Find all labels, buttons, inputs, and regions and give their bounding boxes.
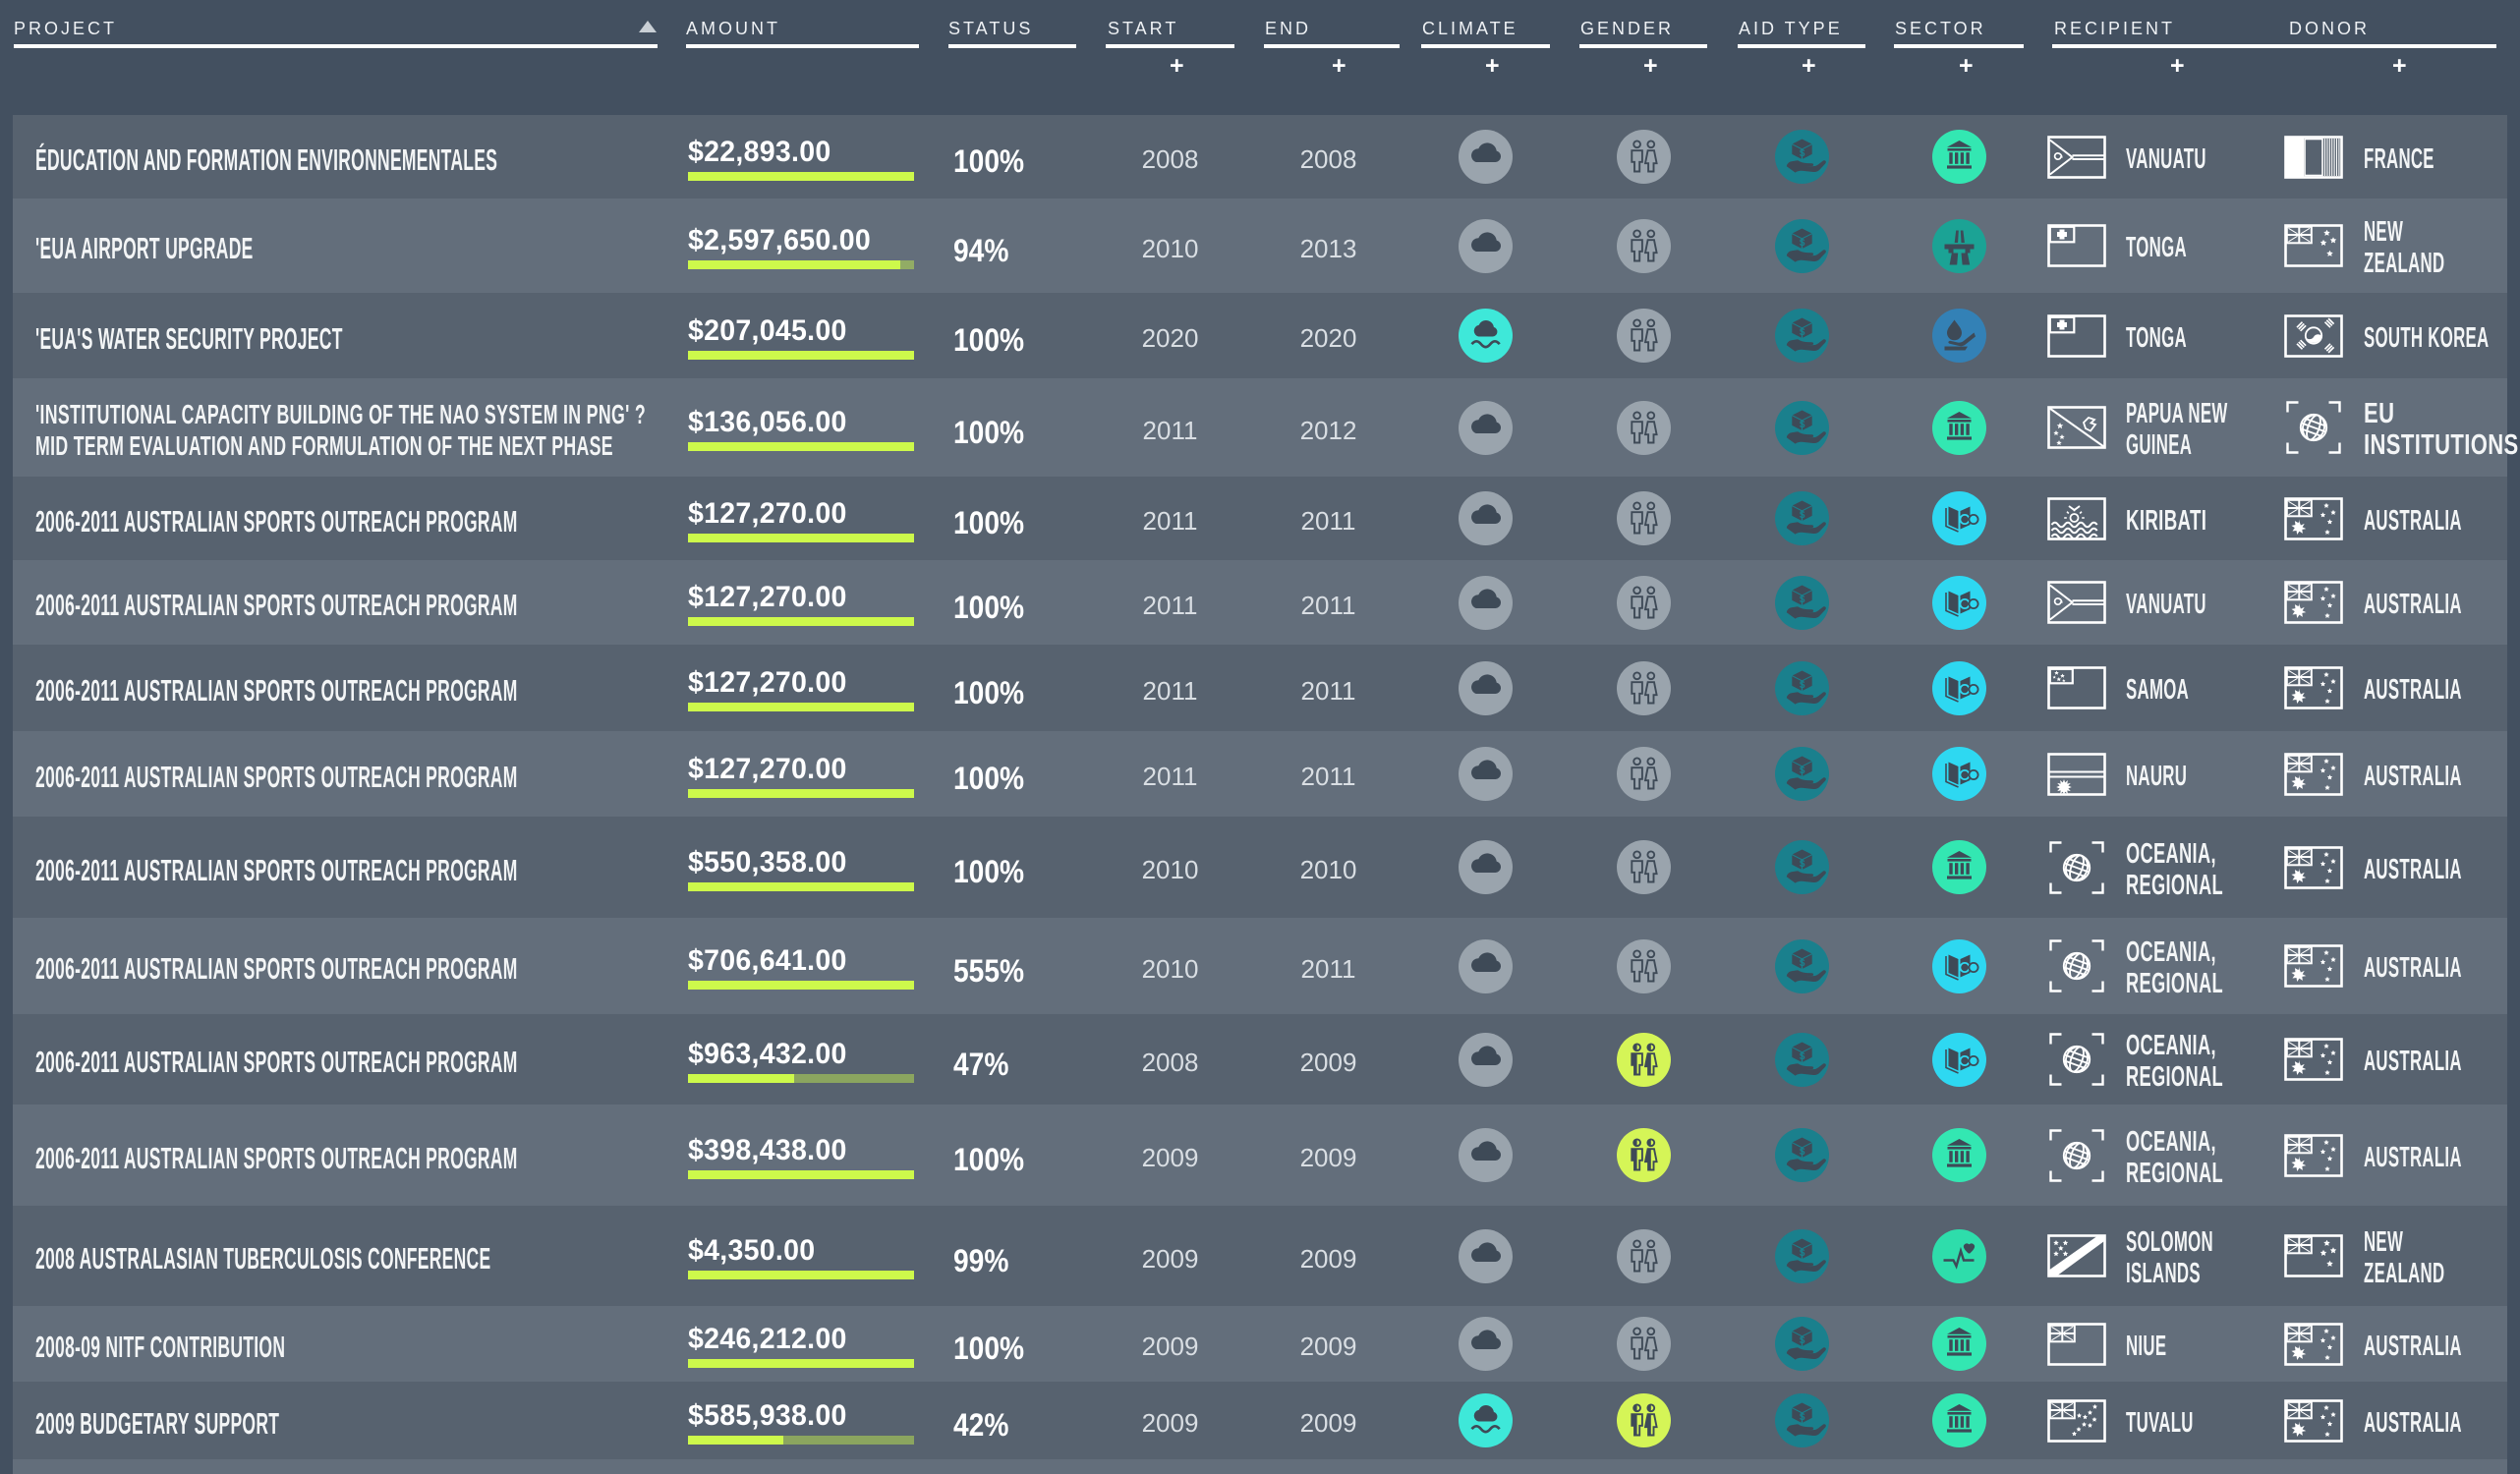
svg-text:$: $ xyxy=(1800,420,1805,430)
svg-text:$: $ xyxy=(1800,595,1805,605)
svg-text:$: $ xyxy=(1800,1412,1805,1423)
svg-text:$: $ xyxy=(1800,148,1805,159)
svg-text:$: $ xyxy=(1800,510,1805,521)
svg-text:$: $ xyxy=(1800,1147,1805,1158)
svg-text:$: $ xyxy=(1800,680,1805,691)
svg-text:$: $ xyxy=(1800,238,1805,249)
svg-text:$: $ xyxy=(1800,765,1805,776)
svg-text:$: $ xyxy=(1800,1248,1805,1259)
svg-text:$: $ xyxy=(1800,859,1805,870)
svg-text:$: $ xyxy=(1800,1335,1805,1346)
svg-text:$: $ xyxy=(1800,1051,1805,1062)
svg-text:$: $ xyxy=(1800,327,1805,338)
svg-text:$: $ xyxy=(1800,958,1805,969)
